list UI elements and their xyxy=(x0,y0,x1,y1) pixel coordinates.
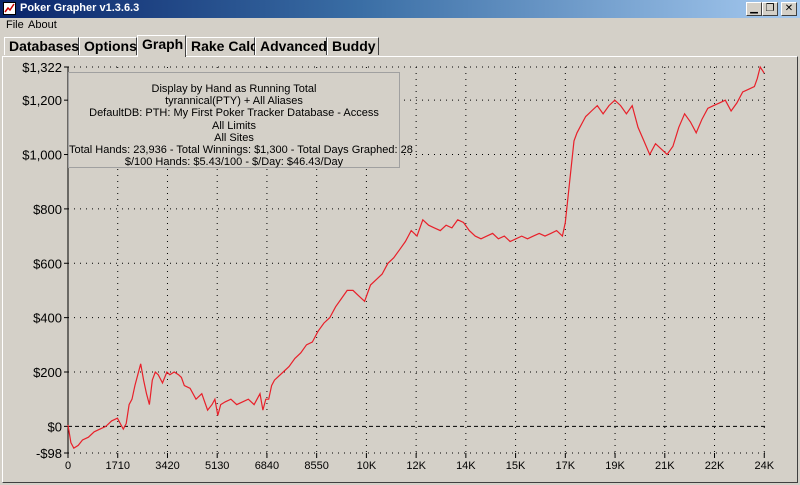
x-tick-label: 6840 xyxy=(255,460,279,472)
x-tick-label: 24K xyxy=(754,460,774,472)
x-tick-label: 22K xyxy=(705,460,725,472)
minimize-button[interactable]: ▁ xyxy=(746,2,762,16)
winnings-line xyxy=(67,65,765,449)
menu-about[interactable]: About xyxy=(28,19,57,31)
title-bar: Poker Grapher v1.3.6.3 ▁ ❐ ✕ xyxy=(0,0,800,18)
tab-graph[interactable]: Graph xyxy=(137,35,186,57)
x-tick-label: 1710 xyxy=(105,460,129,472)
info-sites: All Sites xyxy=(214,131,254,144)
graph-panel xyxy=(2,56,798,483)
x-tick-label: 5130 xyxy=(205,460,229,472)
y-tick-label: -$98 xyxy=(36,446,62,461)
restore-icon: ❐ xyxy=(765,3,775,14)
x-tick-label: 12K xyxy=(406,460,426,472)
tab-advanced[interactable]: Advanced xyxy=(255,37,327,55)
tab-rake-calc[interactable]: Rake Calc xyxy=(186,37,258,55)
info-rates: $/100 Hands: $5.43/100 - $/Day: $46.43/D… xyxy=(124,156,344,169)
y-tick-label: $600 xyxy=(33,256,62,271)
x-tick-label: 3420 xyxy=(155,460,179,472)
x-tick-label: 14K xyxy=(456,460,476,472)
window-title: Poker Grapher v1.3.6.3 xyxy=(20,2,140,14)
info-totals: Total Hands: 23,936 - Total Winnings: $1… xyxy=(69,144,413,157)
menu-file[interactable]: File xyxy=(6,19,24,31)
x-tick-label: 0 xyxy=(65,460,71,472)
menu-bar: File About xyxy=(0,18,800,34)
y-tick-label: $1,200 xyxy=(22,93,62,108)
x-tick-label: 10K xyxy=(357,460,377,472)
app-chart-icon xyxy=(3,2,16,15)
x-tick-label: 8550 xyxy=(304,460,328,472)
x-tick-label: 17K xyxy=(556,460,576,472)
close-button[interactable]: ✕ xyxy=(781,2,797,16)
info-limits: All Limits xyxy=(211,119,256,132)
restore-button[interactable]: ❐ xyxy=(762,2,778,16)
tab-options[interactable]: Options xyxy=(79,37,137,55)
tab-strip: Databases Options Graph Rake Calc Advanc… xyxy=(0,35,800,57)
info-database: DefaultDB: PTH: My First Poker Tracker D… xyxy=(89,107,379,120)
tab-databases[interactable]: Databases xyxy=(4,37,79,55)
y-tick-label: $400 xyxy=(33,311,62,326)
y-tick-label: $1,000 xyxy=(22,148,62,163)
x-tick-label: 19K xyxy=(605,460,625,472)
y-tick-label: $1,322 xyxy=(22,60,62,75)
tab-buddy[interactable]: Buddy xyxy=(327,37,379,55)
info-player: tyrannical(PTY) + All Aliases xyxy=(165,95,303,108)
x-tick-label: 21K xyxy=(655,460,675,472)
minimize-icon: ▁ xyxy=(750,3,758,14)
y-tick-label: $0 xyxy=(48,419,62,434)
x-tick-label: 15K xyxy=(506,460,526,472)
y-tick-label: $200 xyxy=(33,365,62,380)
info-box: Display by Hand as Running Total tyranni… xyxy=(68,72,413,169)
info-display-mode: Display by Hand as Running Total xyxy=(151,83,317,95)
close-icon: ✕ xyxy=(784,3,794,14)
y-tick-label: $800 xyxy=(33,202,62,217)
